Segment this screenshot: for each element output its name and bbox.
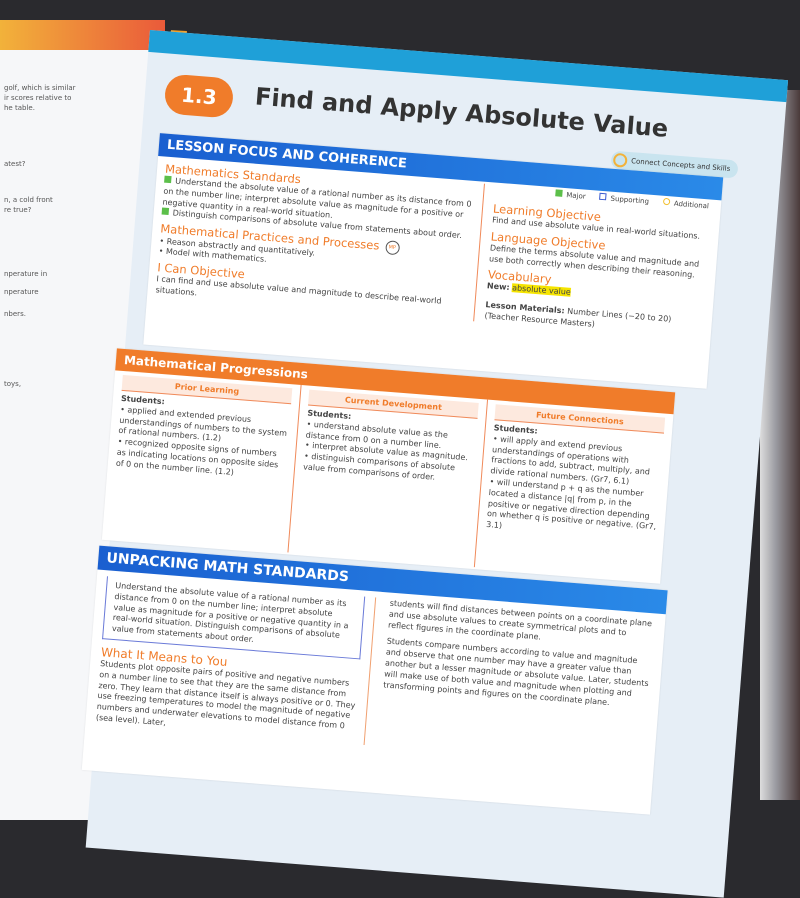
lesson-number: 1.3 xyxy=(163,73,235,119)
prior-learning-column: Prior Learning Students: • applied and e… xyxy=(102,370,302,553)
left-text: atest? xyxy=(4,160,26,168)
future-connections-column: Future Connections Students: • will appl… xyxy=(475,400,674,582)
left-text: nperature xyxy=(4,288,39,296)
left-page-band xyxy=(0,20,165,50)
left-text: golf, which is similar xyxy=(4,84,76,92)
progressions-box: Mathematical Progressions Prior Learning… xyxy=(101,348,676,584)
left-text: nbers. xyxy=(4,310,26,318)
right-page: 1.3 Find and Apply Absolute Value Connec… xyxy=(81,30,789,898)
page-title: Find and Apply Absolute Value xyxy=(254,82,670,143)
current-development-column: Current Development Students: • understa… xyxy=(288,384,489,568)
circle-icon xyxy=(612,152,628,168)
top-band xyxy=(148,30,789,103)
left-text: n, a cold front xyxy=(4,196,53,204)
left-text: toys, xyxy=(4,380,22,388)
left-text: re true? xyxy=(4,206,32,214)
left-text: ir scores relative to xyxy=(4,94,72,102)
left-text: he table. xyxy=(4,104,35,112)
left-text: nperature in xyxy=(4,270,48,278)
standard-text: Understand the absolute value of a ratio… xyxy=(102,576,366,660)
lesson-focus-box: LESSON FOCUS AND COHERENCE Major Support… xyxy=(143,133,724,389)
unpacking-box: UNPACKING MATH STANDARDS Understand the … xyxy=(81,545,668,815)
legend-major: Major xyxy=(555,189,586,201)
mp-icon: MP xyxy=(384,239,400,255)
